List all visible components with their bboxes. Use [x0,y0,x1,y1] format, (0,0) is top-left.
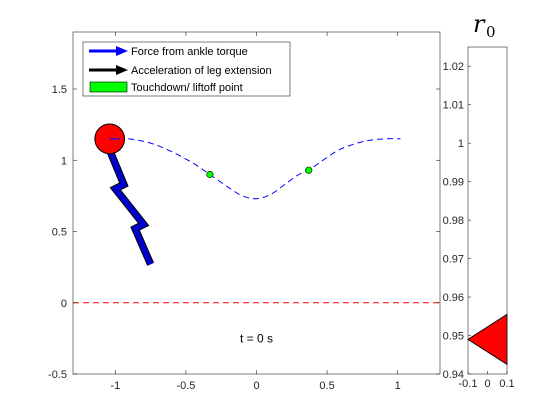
legend: Force from ankle torque Acceleration of … [82,41,291,97]
r0-y-tick-label: 1 [458,138,464,150]
r0-x-tick-label: 0.1 [499,378,514,390]
r0-y-tick-label: 1.01 [443,100,464,112]
y-tick-label: 1 [61,155,67,167]
main-points-layer [206,166,313,179]
r0-y-tick-label: 0.94 [443,369,464,381]
x-tick-label: -1 [110,380,120,392]
legend-label-acceleration: Acceleration of leg extension [131,65,272,77]
legend-entry-acceleration: Acceleration of leg extension [89,65,272,77]
legend-label-touchdown: Touchdown/ liftoff point [131,82,243,94]
green-patch-icon [89,81,128,93]
main-series-layer [73,136,440,304]
main-x-axis: -1 -0.5 0 0.5 1 [110,32,401,392]
r0-y-tick-label: 0.95 [443,331,464,343]
black-arrowhead-icon [116,65,128,75]
touchdown-point [206,170,214,179]
r0-y-tick-label: 0.97 [443,254,464,266]
legend-label-force: Force from ankle torque [131,46,248,58]
leg-layer [106,148,155,266]
leg-spring [107,149,154,266]
r0-axes: -0.1 0 0.1 0.94 0.95 0.96 0.97 0.98 0.99 1 1.01 1.… [443,10,515,390]
touchdown-point [305,166,313,174]
r0-y-tick-label: 0.99 [443,177,464,189]
r0-title-main: r [473,10,486,38]
legend-entry-touchdown: Touchdown/ liftoff point [89,81,243,94]
r0-y-tick-label: 0.98 [443,215,464,227]
r0-x-tick-label: 0 [484,378,490,390]
r0-y-axis: 0.94 0.95 0.96 0.97 0.98 0.99 1 1.01 1.02 [443,61,471,381]
y-tick-label: 1.5 [52,84,67,96]
time-annotation: t = 0 s [240,331,273,345]
r0-y-tick-label: 1.02 [443,61,464,73]
x-tick-label: -0.5 [176,380,195,392]
x-tick-label: 0.5 [319,380,334,392]
main-y-axis: -0.5 0 0.5 1 1.5 [48,84,440,381]
trajectory-line [108,136,401,200]
x-tick-label: 1 [395,380,401,392]
r0-title-subscript: 0 [486,23,496,41]
legend-entry-force: Force from ankle torque [89,46,248,58]
x-tick-label: 0 [253,380,259,392]
r0-y-tick-label: 0.96 [443,292,464,304]
r0-title: r 0 [473,10,496,41]
blue-arrowhead-icon [116,46,128,56]
r0-x-axis: -0.1 0 0.1 [459,371,515,390]
y-tick-label: 0 [61,298,67,310]
body-layer [94,123,126,155]
y-tick-label: 0.5 [52,227,67,239]
r0-x-tick-label: -0.1 [459,378,478,390]
y-tick-label: -0.5 [48,369,67,381]
